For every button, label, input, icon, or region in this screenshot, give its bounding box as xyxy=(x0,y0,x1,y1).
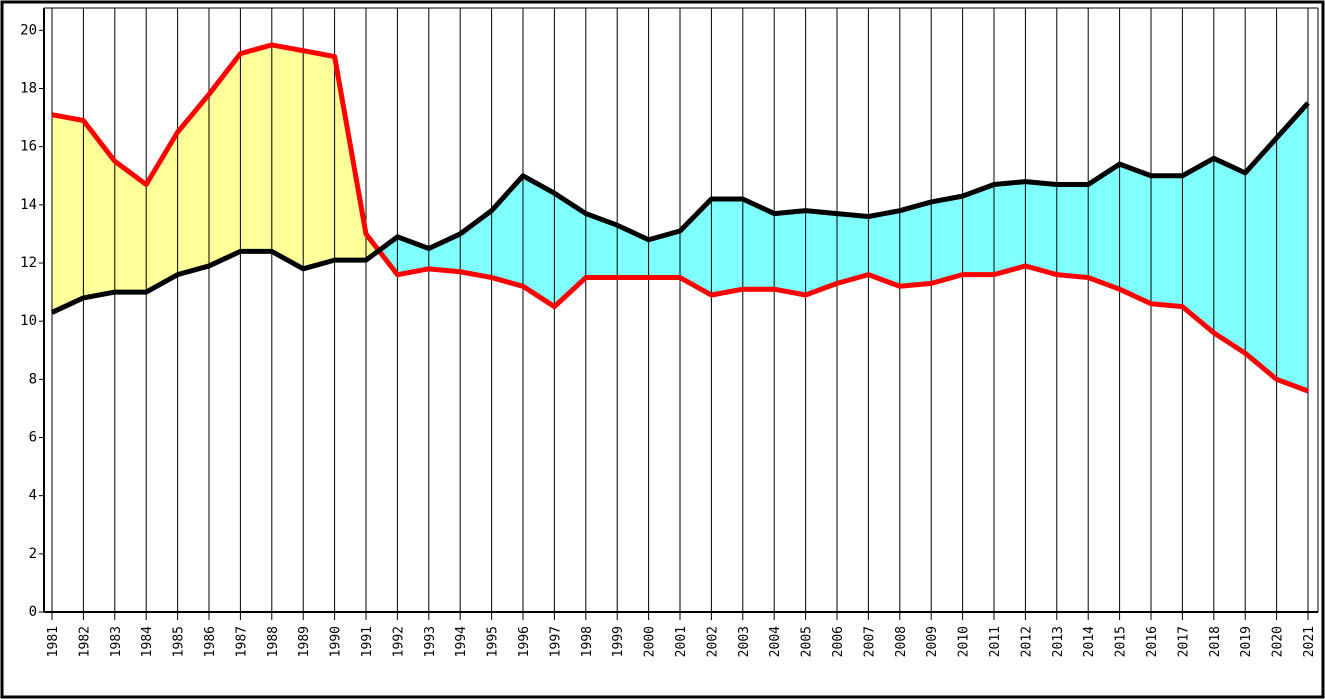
x-tick-label: 1989 xyxy=(297,626,312,657)
fill-area xyxy=(773,210,806,296)
x-tick-label: 1981 xyxy=(46,626,61,657)
y-tick-label: 12 xyxy=(20,255,37,271)
fill-area xyxy=(1150,175,1183,308)
y-tick-label: 10 xyxy=(20,313,37,329)
y-tick-label: 16 xyxy=(20,139,37,155)
x-tick-label: 2003 xyxy=(737,626,752,657)
fill-area xyxy=(271,44,304,270)
y-tick-label: 14 xyxy=(20,197,37,213)
fill-area xyxy=(1025,181,1058,276)
y-tick-label: 4 xyxy=(29,488,37,504)
x-tick-label: 2000 xyxy=(643,626,658,657)
x-tick-label: 1992 xyxy=(391,626,406,657)
x-tick-label: 2009 xyxy=(925,626,940,657)
x-tick-label: 2007 xyxy=(862,626,877,657)
x-tick-label: 2020 xyxy=(1271,626,1286,657)
x-tick-label: 1987 xyxy=(234,626,249,657)
fill-area xyxy=(711,198,744,296)
y-tick-label: 18 xyxy=(20,81,37,97)
fill-area xyxy=(239,44,273,252)
x-tick-label: 2011 xyxy=(988,626,1003,657)
fill-area xyxy=(930,195,963,284)
fill-area xyxy=(993,181,1026,276)
y-tick-label: 6 xyxy=(29,430,37,446)
y-tick-label: 0 xyxy=(29,604,37,620)
x-tick-label: 1988 xyxy=(266,626,281,657)
x-tick-label: 2021 xyxy=(1302,626,1317,657)
x-tick-label: 1998 xyxy=(580,626,595,657)
y-tick-label: 2 xyxy=(29,546,37,562)
x-tick-label: 2002 xyxy=(705,626,720,657)
fill-area xyxy=(1119,163,1152,305)
fill-area xyxy=(899,201,932,287)
series-line xyxy=(51,42,1309,394)
x-tick-label: 2008 xyxy=(894,626,909,657)
x-tick-label: 1993 xyxy=(423,626,438,657)
x-tick-label: 1997 xyxy=(548,626,563,657)
fill-area xyxy=(83,119,116,299)
x-tick-label: 1995 xyxy=(486,626,501,657)
fill-area xyxy=(1276,102,1309,392)
x-tick-label: 2005 xyxy=(800,626,815,657)
fill-area xyxy=(1213,157,1246,354)
x-tick-label: 2014 xyxy=(1082,626,1097,657)
fill-area xyxy=(1056,184,1089,278)
fill-area xyxy=(302,50,336,270)
x-tick-label: 1986 xyxy=(203,626,218,657)
x-tick-label: 2004 xyxy=(768,626,783,657)
x-tick-label: 2016 xyxy=(1145,626,1160,657)
x-tick-label: 1991 xyxy=(360,626,375,657)
fill-area xyxy=(51,114,84,314)
fill-area xyxy=(1244,136,1277,381)
x-tick-label: 1982 xyxy=(77,626,92,657)
x-tick-label: 1994 xyxy=(454,626,469,657)
y-tick-label: 20 xyxy=(20,22,37,38)
fill-area xyxy=(805,210,838,296)
x-tick-label: 2012 xyxy=(1019,626,1034,657)
x-tick-label: 1985 xyxy=(172,626,187,657)
x-tick-label: 1983 xyxy=(109,626,124,657)
series-line xyxy=(50,101,1310,315)
x-tick-label: 2018 xyxy=(1208,626,1223,657)
x-tick-label: 1999 xyxy=(611,626,626,657)
fill-area xyxy=(836,213,869,284)
label-layer: 0 2 4 6 8 10 12 14 16 18 20 1981 1982 1983 1984 1985 198… xyxy=(20,22,1317,657)
y-tick-label: 8 xyxy=(29,371,37,387)
x-tick-label: 1996 xyxy=(517,626,532,657)
x-tick-label: 2006 xyxy=(831,626,846,657)
x-tick-label: 2017 xyxy=(1176,626,1191,657)
line-layer xyxy=(50,42,1310,394)
x-tick-label: 2015 xyxy=(1114,626,1129,657)
x-tick-label: 2019 xyxy=(1239,626,1254,657)
grid-layer xyxy=(39,7,1319,620)
x-tick-label: 1984 xyxy=(140,626,155,657)
fill-area xyxy=(177,93,210,276)
x-tick-label: 2013 xyxy=(1051,626,1066,657)
x-tick-label: 2010 xyxy=(957,626,972,657)
fill-area xyxy=(1182,157,1215,334)
fill-area xyxy=(962,183,995,276)
x-tick-label: 2001 xyxy=(674,626,689,657)
fill-layer xyxy=(51,44,1309,392)
x-tick-label: 1990 xyxy=(329,626,344,657)
